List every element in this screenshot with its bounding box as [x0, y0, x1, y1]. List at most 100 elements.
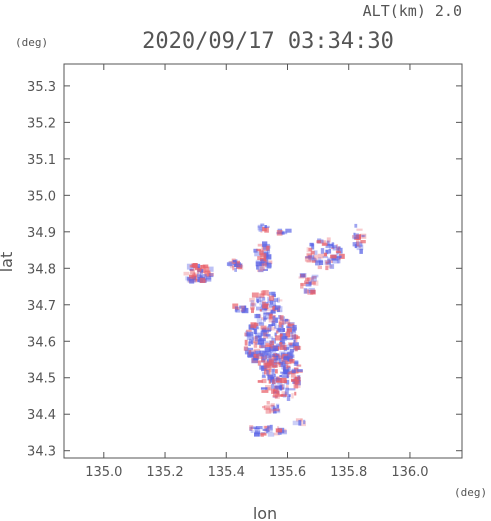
data-cell	[267, 249, 271, 254]
data-cell	[193, 274, 200, 279]
data-cell	[325, 245, 331, 249]
y-tick-label: 34.4	[27, 408, 56, 423]
x-tick-label: 135.4	[208, 465, 245, 480]
x-tick-label: 135.2	[146, 465, 183, 480]
y-unit-label: (deg)	[15, 36, 48, 49]
data-cell	[263, 362, 269, 369]
data-cell	[303, 419, 306, 425]
data-cell	[249, 338, 252, 344]
data-cell	[289, 348, 295, 353]
data-cell	[290, 334, 297, 340]
data-cell	[259, 365, 266, 370]
data-cell	[352, 242, 357, 247]
data-cell	[332, 258, 340, 264]
data-cell	[257, 226, 261, 231]
data-cell	[356, 244, 364, 251]
data-cell	[271, 369, 275, 375]
data-cell	[264, 254, 272, 260]
data-cell	[267, 425, 272, 429]
data-cell	[266, 245, 270, 251]
data-cell	[308, 248, 313, 252]
data-cell	[252, 340, 259, 344]
data-cell	[274, 317, 278, 323]
data-cell	[356, 234, 361, 240]
data-cell	[270, 403, 275, 406]
data-cell	[260, 253, 267, 257]
data-cell	[254, 329, 258, 334]
data-cell	[311, 276, 317, 282]
data-cell	[257, 224, 263, 228]
data-cell	[335, 251, 341, 254]
data-cell	[255, 248, 263, 252]
data-cell	[263, 312, 270, 315]
data-cell	[275, 330, 279, 334]
y-tick-label: 35.0	[27, 189, 56, 204]
data-cell	[273, 432, 280, 436]
data-cell	[269, 424, 273, 431]
data-cell	[293, 382, 299, 389]
data-cell	[253, 248, 258, 253]
data-cell	[332, 246, 340, 251]
data-cell	[250, 322, 257, 328]
data-layer	[183, 223, 367, 437]
data-cell	[259, 300, 264, 306]
data-cell	[331, 247, 335, 250]
data-cell	[258, 360, 266, 363]
data-cell	[308, 287, 315, 291]
data-cell	[248, 350, 252, 356]
data-cell	[280, 345, 287, 350]
data-cell	[282, 328, 285, 332]
data-cell	[254, 350, 261, 355]
data-cell	[271, 306, 276, 312]
data-cell	[325, 265, 329, 271]
data-cell	[337, 247, 343, 254]
data-cell	[278, 299, 283, 302]
data-cell	[246, 331, 254, 336]
data-cell	[277, 329, 284, 333]
data-cell	[308, 280, 312, 286]
y-tick-label: 35.1	[27, 153, 56, 168]
data-cell	[274, 377, 282, 381]
data-cell	[298, 276, 305, 279]
x-tick-label: 135.0	[85, 465, 122, 480]
data-cell	[276, 347, 282, 351]
y-tick-label: 34.6	[27, 335, 56, 350]
data-cell	[240, 309, 245, 313]
data-cell	[235, 309, 241, 313]
data-cell	[287, 352, 292, 357]
data-cell	[290, 354, 295, 359]
data-cell	[268, 314, 275, 320]
data-cell	[293, 360, 299, 366]
plot-frame	[63, 63, 463, 459]
data-cell	[260, 330, 267, 337]
data-cell	[292, 342, 299, 347]
data-cell	[280, 230, 283, 233]
data-cell	[360, 240, 366, 244]
data-cell	[246, 334, 254, 341]
data-cell	[274, 307, 279, 310]
data-cell	[238, 264, 244, 270]
y-tick-label: 34.3	[27, 445, 56, 460]
data-cell	[199, 264, 202, 271]
data-cell	[291, 331, 297, 334]
data-cell	[271, 379, 277, 385]
data-cell	[260, 325, 267, 330]
altitude-label: ALT(km) 2.0	[363, 2, 462, 20]
data-cell	[196, 273, 202, 278]
data-cell	[255, 313, 261, 319]
data-cell	[361, 235, 365, 238]
data-cell	[292, 324, 297, 331]
data-cell	[305, 277, 310, 281]
data-cell	[256, 306, 263, 311]
data-cell	[261, 328, 267, 332]
data-cell	[243, 346, 248, 351]
data-cell	[251, 308, 254, 313]
data-cell	[281, 391, 286, 394]
data-cell	[244, 347, 249, 351]
data-cell	[308, 255, 315, 260]
data-cell	[268, 304, 273, 308]
data-cell	[284, 362, 289, 367]
data-cell	[285, 331, 290, 338]
data-cell	[334, 255, 342, 258]
data-cell	[318, 257, 322, 263]
